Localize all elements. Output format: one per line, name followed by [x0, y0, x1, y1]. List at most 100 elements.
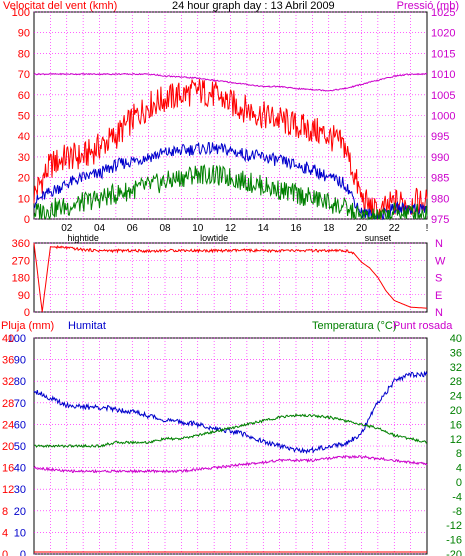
temperature-y-tick: 20 — [450, 405, 462, 417]
humidity-y-tick: 40 — [14, 463, 26, 475]
direction-degree-tick: 270 — [12, 255, 30, 267]
wind-low-line — [33, 163, 428, 221]
rain-y-tick: 40 — [2, 333, 14, 345]
x-tick-label: 04 — [94, 223, 106, 234]
dewpoint-label: Punt rosada — [393, 320, 453, 332]
x-tick-label: ! — [426, 223, 429, 234]
rain-y-tick: 16 — [2, 463, 14, 475]
x-tick-label: 20 — [356, 223, 368, 234]
direction-degree-tick: 0 — [24, 307, 30, 319]
temperature-y-tick: -8 — [452, 506, 462, 518]
pressure-y-tick: 985 — [431, 173, 449, 185]
compass-tick: E — [435, 290, 442, 302]
wind-direction-chart: 360 N 270 W 180 S 90 E 0 N — [12, 238, 446, 319]
rain-y-tick: 4 — [2, 527, 8, 539]
x-tick-label: 22 — [389, 223, 401, 234]
wind-speed-label: Velocitat del vent (kmh) — [3, 0, 118, 12]
temperature-line — [33, 412, 428, 448]
rain-label: Pluja (mm) — [1, 320, 55, 332]
rain-y-tick: 8 — [2, 506, 8, 518]
wind-y-tick: 40 — [18, 131, 30, 143]
temperature-label: Temperatura (°C) — [312, 320, 397, 332]
pressure-y-tick: 1015 — [431, 48, 455, 60]
wind-y-tick: 10 — [18, 193, 30, 205]
tide-label: hightide — [67, 233, 99, 243]
temperature-humidity-chart: 0010420830124016502060247028803290361004… — [2, 333, 462, 556]
pressure-y-tick: 975 — [431, 214, 449, 226]
pressure-y-tick: 1000 — [431, 111, 455, 123]
humidity-line — [33, 370, 428, 455]
direction-degree-tick: 90 — [18, 290, 30, 302]
rain-y-tick: 20 — [2, 441, 14, 453]
wind-y-tick: 20 — [18, 173, 30, 185]
temperature-y-tick: 40 — [450, 333, 462, 345]
temperature-y-tick: 8 — [456, 448, 462, 460]
wind-y-tick: 30 — [18, 152, 30, 164]
humidity-y-tick: 20 — [14, 506, 26, 518]
temperature-y-tick: -4 — [452, 491, 462, 503]
rain-y-tick: 28 — [2, 398, 14, 410]
humidity-y-tick: 90 — [14, 355, 26, 367]
x-tick-label: 18 — [323, 223, 335, 234]
humidity-y-tick: 10 — [14, 527, 26, 539]
direction-degree-tick: 360 — [12, 238, 30, 250]
temperature-y-tick: 0 — [456, 477, 462, 489]
humidity-y-tick: 70 — [14, 398, 26, 410]
pressure-y-tick: 990 — [431, 152, 449, 164]
temperature-y-tick: -20 — [446, 549, 462, 556]
humidity-y-tick: 60 — [14, 419, 26, 431]
humidity-y-tick: 100 — [8, 333, 26, 345]
wind-direction-line — [33, 242, 428, 313]
rain-y-tick: 32 — [2, 376, 14, 388]
pressure-y-tick: 1005 — [431, 90, 455, 102]
pressure-y-tick: 1025 — [431, 7, 455, 19]
wind-pressure-chart: 0102030405060708090100975980985990995100… — [12, 7, 456, 243]
pressure-y-tick: 980 — [431, 193, 449, 205]
temperature-y-tick: -12 — [446, 520, 462, 532]
pressure-line — [33, 72, 428, 92]
temperature-y-tick: 12 — [450, 434, 462, 446]
humidity-y-tick: 0 — [20, 549, 26, 556]
x-tick-label: 06 — [127, 223, 139, 234]
temperature-y-tick: 32 — [450, 362, 462, 374]
wind-plot-area — [33, 11, 428, 220]
wind-y-tick: 80 — [18, 48, 30, 60]
humidity-y-tick: 80 — [14, 376, 26, 388]
wind-y-tick: 0 — [24, 214, 30, 226]
rain-y-tick: 0 — [2, 549, 8, 556]
wind-y-tick: 90 — [18, 28, 30, 40]
x-tick-label: 14 — [258, 223, 270, 234]
temperature-y-tick: 36 — [450, 347, 462, 359]
compass-tick: W — [435, 255, 446, 267]
x-tick-label: 10 — [192, 223, 204, 234]
direction-plot-area — [33, 242, 428, 313]
x-tick-label: 08 — [159, 223, 171, 234]
compass-tick: N — [435, 238, 443, 250]
wind-y-tick: 50 — [18, 111, 30, 123]
x-tick-label: 02 — [61, 223, 73, 234]
compass-tick: S — [435, 273, 442, 285]
compass-tick: N — [435, 307, 443, 319]
pressure-y-tick: 1010 — [431, 69, 455, 81]
tide-label: lowtide — [200, 233, 228, 243]
humidity-label: Humitat — [68, 320, 106, 332]
x-tick-label: 12 — [225, 223, 237, 234]
rain-y-tick: 24 — [2, 419, 14, 431]
temperature-y-tick: 4 — [456, 463, 462, 475]
x-tick-label: 16 — [290, 223, 302, 234]
temperature-y-tick: 28 — [450, 376, 462, 388]
wind-gust-line — [33, 142, 428, 221]
pressure-y-tick: 1020 — [431, 28, 455, 40]
rain-y-tick: 12 — [2, 484, 14, 496]
pressure-label: Pressió (mb) — [396, 0, 459, 12]
wind-y-tick: 70 — [18, 69, 30, 81]
humidity-y-tick: 50 — [14, 441, 26, 453]
wind-average-line — [33, 79, 428, 221]
pressure-y-tick: 995 — [431, 131, 449, 143]
tide-label: sunset — [365, 233, 392, 243]
wind-y-tick: 100 — [12, 7, 30, 19]
temperature-y-tick: -16 — [446, 535, 462, 547]
dewpoint-line — [33, 454, 428, 474]
